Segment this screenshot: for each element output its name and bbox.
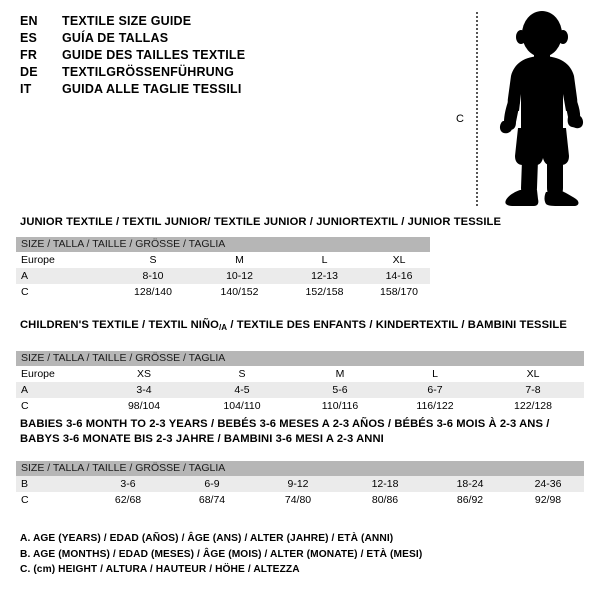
language-title: TEXTILGRÖSSENFÜHRUNG <box>62 65 235 79</box>
cell: 98/104 <box>96 398 192 414</box>
heading-line-1: BABIES 3-6 MONTH TO 2-3 YEARS / BEBÉS 3-… <box>20 418 550 430</box>
cell: L <box>281 252 368 268</box>
heading-text-pre: CHILDREN'S TEXTILE / TEXTIL NIÑO <box>20 319 219 331</box>
table-row: A 3-4 4-5 5-6 6-7 7-8 <box>16 382 584 398</box>
language-header-block: EN TEXTILE SIZE GUIDE ES GUÍA DE TALLAS … <box>20 14 420 99</box>
row-label: Europe <box>16 252 108 268</box>
cell: 92/98 <box>512 492 585 508</box>
heading-text-post: / TEXTILE DES ENFANTS / KINDERTEXTIL / B… <box>227 319 567 331</box>
cell: 152/158 <box>281 284 368 300</box>
cell: 74/80 <box>254 492 342 508</box>
table-row: A 8-10 10-12 12-13 14-16 <box>16 268 431 284</box>
cell: 5-6 <box>292 382 388 398</box>
legend-item-b: B. AGE (MONTHS) / EDAD (MESES) / ÂGE (MO… <box>20 548 423 560</box>
cell: 3-6 <box>86 476 170 492</box>
cell: XS <box>96 366 192 382</box>
cell: M <box>198 252 281 268</box>
cell: S <box>108 252 198 268</box>
row-label: C <box>16 492 86 508</box>
cell: XL <box>482 366 584 382</box>
table-row: C 128/140 140/152 152/158 158/170 <box>16 284 431 300</box>
table-row: Europe XS S M L XL <box>16 366 584 382</box>
measurement-dotted-line <box>476 12 478 206</box>
cell: 4-5 <box>192 382 292 398</box>
language-code: IT <box>20 82 32 96</box>
cell: 10-12 <box>198 268 281 284</box>
size-band-label: SIZE / TALLA / TAILLE / GRÖSSE / TAGLIA <box>16 237 431 252</box>
table-band-row: SIZE / TALLA / TAILLE / GRÖSSE / TAGLIA <box>16 237 431 252</box>
junior-size-table: SIZE / TALLA / TAILLE / GRÖSSE / TAGLIA … <box>16 237 431 300</box>
language-row: DE TEXTILGRÖSSENFÜHRUNG <box>20 65 420 82</box>
cell: 104/110 <box>192 398 292 414</box>
cell: 24-36 <box>512 476 585 492</box>
cell: 6-9 <box>170 476 254 492</box>
cell: 18-24 <box>428 476 512 492</box>
cell: 80/86 <box>342 492 428 508</box>
cell: XL <box>368 252 431 268</box>
cell: 116/122 <box>388 398 482 414</box>
cell: 122/128 <box>482 398 584 414</box>
cell: 128/140 <box>108 284 198 300</box>
cell: 86/92 <box>428 492 512 508</box>
cell: S <box>192 366 292 382</box>
cell: 7-8 <box>482 382 584 398</box>
size-band-label: SIZE / TALLA / TAILLE / GRÖSSE / TAGLIA <box>16 461 585 476</box>
cell: 9-12 <box>254 476 342 492</box>
row-label: B <box>16 476 86 492</box>
cell: 110/116 <box>292 398 388 414</box>
language-title: TEXTILE SIZE GUIDE <box>62 14 192 28</box>
cell: 68/74 <box>170 492 254 508</box>
language-title: GUIDA ALLE TAGLIE TESSILI <box>62 82 242 96</box>
language-code: EN <box>20 14 38 28</box>
cell: 3-4 <box>96 382 192 398</box>
table-row: B 3-6 6-9 9-12 12-18 18-24 24-36 <box>16 476 585 492</box>
language-code: DE <box>20 65 38 79</box>
legend-item-a: A. AGE (YEARS) / EDAD (AÑOS) / ÂGE (ANS)… <box>20 533 394 544</box>
cell: 158/170 <box>368 284 431 300</box>
table-row: C 62/68 68/74 74/80 80/86 86/92 92/98 <box>16 492 585 508</box>
language-code: FR <box>20 48 38 62</box>
babies-size-table: SIZE / TALLA / TAILLE / GRÖSSE / TAGLIA … <box>16 461 585 508</box>
section-heading-junior: JUNIOR TEXTILE / TEXTIL JUNIOR/ TEXTILE … <box>20 216 502 228</box>
table-row: Europe S M L XL <box>16 252 431 268</box>
cell: M <box>292 366 388 382</box>
cell: 12-18 <box>342 476 428 492</box>
language-title: GUIDE DES TAILLES TEXTILE <box>62 48 246 62</box>
children-size-table: SIZE / TALLA / TAILLE / GRÖSSE / TAGLIA … <box>16 351 584 414</box>
cell: L <box>388 366 482 382</box>
row-label: Europe <box>16 366 96 382</box>
cell: 62/68 <box>86 492 170 508</box>
table-row: C 98/104 104/110 110/116 116/122 122/128 <box>16 398 584 414</box>
language-row: ES GUÍA DE TALLAS <box>20 31 420 48</box>
row-label: C <box>16 284 108 300</box>
cell: 12-13 <box>281 268 368 284</box>
size-band-label: SIZE / TALLA / TAILLE / GRÖSSE / TAGLIA <box>16 351 584 366</box>
language-code: ES <box>20 31 38 45</box>
language-row: FR GUIDE DES TAILLES TEXTILE <box>20 48 420 65</box>
cell: 8-10 <box>108 268 198 284</box>
legend-item-c: C. (cm) HEIGHT / ALTURA / HAUTEUR / HÖHE… <box>20 564 300 575</box>
cell: 6-7 <box>388 382 482 398</box>
table-band-row: SIZE / TALLA / TAILLE / GRÖSSE / TAGLIA <box>16 351 584 366</box>
cell: 14-16 <box>368 268 431 284</box>
section-heading-babies: BABIES 3-6 MONTH TO 2-3 YEARS / BEBÉS 3-… <box>20 417 580 447</box>
height-measurement-figure: C <box>448 8 594 208</box>
section-heading-children: CHILDREN'S TEXTILE / TEXTIL NIÑO/A / TEX… <box>20 319 567 332</box>
heading-text-subscript: /A <box>218 323 228 332</box>
heading-line-2: BABYS 3-6 MONATE BIS 2-3 JAHRE / BAMBINI… <box>20 433 384 445</box>
table-band-row: SIZE / TALLA / TAILLE / GRÖSSE / TAGLIA <box>16 461 585 476</box>
row-label: A <box>16 268 108 284</box>
row-label: C <box>16 398 96 414</box>
language-row: EN TEXTILE SIZE GUIDE <box>20 14 420 31</box>
language-title: GUÍA DE TALLAS <box>62 31 169 45</box>
language-row: IT GUIDA ALLE TAGLIE TESSILI <box>20 82 420 99</box>
row-label: A <box>16 382 96 398</box>
measurement-label-c: C <box>456 113 464 125</box>
cell: 140/152 <box>198 284 281 300</box>
toddler-silhouette-icon <box>499 11 584 206</box>
legend-block: A. AGE (YEARS) / EDAD (AÑOS) / ÂGE (ANS)… <box>20 531 422 578</box>
